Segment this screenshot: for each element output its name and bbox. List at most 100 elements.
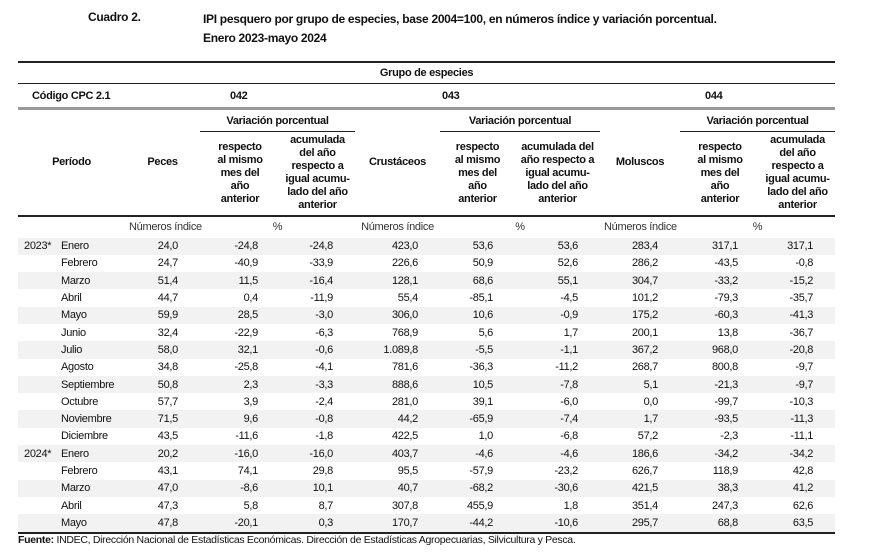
moluscos-monthly-var: -43,5 bbox=[714, 257, 738, 270]
peces-cumulative-var: 29,8 bbox=[312, 465, 334, 477]
species-moluscos: Moluscos bbox=[600, 108, 680, 217]
variation-header-042: Variación porcentual bbox=[200, 108, 355, 132]
peces-monthly-var: 2,3 bbox=[200, 375, 280, 394]
peces-monthly-var: 28,5 bbox=[200, 306, 280, 324]
table-row: Mayo 47,8 -20,1 0,3 170,7 -44,2 -10,6 295,7 68,8… bbox=[18, 514, 836, 534]
table-row: Marzo 51,4 11,5 -16,4 128,1 68,6 55,1 304,7 -33,… bbox=[18, 272, 836, 290]
peces-cumulative-var: -0,8 bbox=[280, 410, 355, 428]
code-label: Código CPC 2.1 bbox=[18, 83, 125, 110]
peces-index: 32,4 bbox=[157, 326, 179, 339]
crustaceos-monthly-var: -57,9 bbox=[469, 465, 493, 477]
peces-index: 24,0 bbox=[125, 237, 200, 255]
moluscos-monthly-var: -34,2 bbox=[680, 445, 760, 463]
peces-index: 43,1 bbox=[157, 465, 179, 477]
table-row: Abril 47,3 5,8 8,7 307,8 455,9 1,8 351,4 247,3 62… bbox=[18, 497, 835, 514]
crustaceos-cumulative-var: 1,7 bbox=[563, 326, 579, 339]
peces-monthly-var: 74,1 bbox=[237, 465, 259, 477]
table-row: Febrero 24,7 -40,9 -33,9 226,6 50,9 52,6 286,2 -… bbox=[18, 255, 835, 272]
peces-index: 24,7 bbox=[157, 257, 179, 270]
month-cell: Mayo bbox=[57, 514, 125, 534]
peces-index: 34,8 bbox=[157, 361, 179, 374]
crustaceos-index: 226,6 bbox=[391, 257, 418, 270]
moluscos-cumulative-var: -9,7 bbox=[760, 375, 836, 394]
crustaceos-index: 423,0 bbox=[355, 237, 440, 255]
peces-monthly-var: 3,9 bbox=[243, 395, 259, 408]
moluscos-cumulative-var: -10,3 bbox=[789, 395, 814, 408]
crustaceos-monthly-var: 455,9 bbox=[466, 499, 493, 512]
sub-cumulative-043: acumulada del año respecto a igual acumu… bbox=[515, 131, 600, 217]
moluscos-index: 367,2 bbox=[600, 341, 680, 359]
crustaceos-cumulative-var: 1,8 bbox=[563, 499, 579, 512]
moluscos-cumulative-var: 62,6 bbox=[792, 499, 814, 512]
moluscos-index: 351,4 bbox=[631, 499, 658, 512]
peces-index: 59,9 bbox=[125, 306, 200, 324]
table-row: Diciembre 43,5 -11,6 -1,8 422,5 1,0 -6,8 57,2 -2… bbox=[18, 428, 835, 445]
peces-monthly-var: 0,4 bbox=[243, 292, 259, 305]
moluscos-cumulative-var: -41,3 bbox=[760, 306, 836, 324]
peces-monthly-var: -24,8 bbox=[200, 237, 280, 255]
moluscos-monthly-var: -93,5 bbox=[680, 410, 760, 428]
crustaceos-index: 44,2 bbox=[355, 410, 440, 428]
year-cell bbox=[18, 497, 57, 514]
moluscos-monthly-var: 800,8 bbox=[711, 361, 738, 374]
month-cell: Enero bbox=[57, 445, 125, 463]
year-cell bbox=[18, 306, 57, 324]
peces-cumulative-var: 0,3 bbox=[280, 514, 355, 534]
crustaceos-monthly-var: -5,5 bbox=[440, 341, 515, 359]
crustaceos-monthly-var: 5,6 bbox=[478, 326, 494, 339]
peces-index: 44,7 bbox=[157, 292, 179, 305]
moluscos-index: 57,2 bbox=[637, 430, 659, 443]
crustaceos-cumulative-var: -23,2 bbox=[554, 465, 578, 477]
moluscos-monthly-var: 247,3 bbox=[711, 499, 738, 512]
crustaceos-index: 306,0 bbox=[355, 306, 440, 324]
code-044: 044 bbox=[600, 83, 836, 110]
table-body: 2023* Enero 24,0 -24,8 -24,8 423,0 53,6 53,6 283… bbox=[18, 237, 836, 534]
code-042: 042 bbox=[125, 83, 355, 110]
moluscos-cumulative-var: -0,8 bbox=[795, 257, 814, 270]
group-header: Grupo de especies bbox=[18, 62, 836, 84]
year-cell bbox=[18, 341, 57, 359]
moluscos-index: 1,7 bbox=[600, 410, 680, 428]
moluscos-index: 186,6 bbox=[600, 445, 680, 463]
crustaceos-cumulative-var: -6,0 bbox=[560, 395, 578, 408]
peces-index: 58,0 bbox=[125, 341, 200, 359]
crustaceos-monthly-var: 50,9 bbox=[472, 257, 494, 270]
moluscos-monthly-var: 13,8 bbox=[717, 326, 739, 339]
crustaceos-cumulative-var: -11,2 bbox=[555, 361, 578, 374]
year-cell bbox=[18, 479, 57, 497]
month-cell: Septiembre bbox=[57, 375, 125, 394]
moluscos-index: 200,1 bbox=[631, 326, 658, 339]
moluscos-monthly-var: -21,3 bbox=[680, 375, 760, 394]
variation-header-044: Variación porcentual bbox=[680, 108, 836, 132]
crustaceos-monthly-var: 53,6 bbox=[440, 237, 515, 255]
crustaceos-index: 888,6 bbox=[355, 375, 440, 394]
table-row: Junio 32,4 -22,9 -6,3 768,9 5,6 1,7 200,1 13,8 -3… bbox=[18, 324, 835, 341]
crustaceos-index: 170,7 bbox=[355, 514, 440, 534]
peces-monthly-var: -40,9 bbox=[234, 257, 258, 270]
source-label: Fuente: bbox=[18, 534, 54, 546]
crustaceos-cumulative-var: -7,4 bbox=[515, 410, 600, 428]
crustaceos-monthly-var: 68,6 bbox=[440, 272, 515, 290]
crustaceos-cumulative-var: -30,6 bbox=[515, 479, 600, 497]
peces-cumulative-var: -16,0 bbox=[280, 445, 355, 463]
month-cell: Octubre bbox=[61, 395, 99, 408]
year-cell bbox=[18, 255, 57, 272]
crustaceos-monthly-var: -4,6 bbox=[440, 445, 515, 463]
title-line-2: Enero 2023-mayo 2024 bbox=[203, 31, 327, 45]
year-cell bbox=[18, 375, 57, 394]
source-text: INDEC, Dirección Nacional de Estadística… bbox=[53, 534, 576, 546]
month-cell: Agosto bbox=[61, 361, 94, 374]
moluscos-monthly-var: -33,2 bbox=[680, 272, 760, 290]
crustaceos-cumulative-var: -4,5 bbox=[560, 292, 578, 305]
peces-cumulative-var: -6,3 bbox=[315, 326, 333, 339]
moluscos-cumulative-var: -11,1 bbox=[790, 430, 814, 443]
moluscos-cumulative-var: -36,7 bbox=[789, 326, 814, 339]
unit-index-042: Números índice bbox=[129, 221, 202, 233]
peces-index: 47,3 bbox=[157, 499, 179, 512]
unit-index-043: Números índice bbox=[361, 221, 434, 233]
crustaceos-index: 55,4 bbox=[397, 292, 419, 305]
month-cell: Mayo bbox=[57, 306, 125, 324]
peces-monthly-var: 11,5 bbox=[200, 272, 280, 290]
peces-monthly-var: -25,8 bbox=[234, 361, 258, 374]
moluscos-index: 626,7 bbox=[631, 465, 658, 477]
